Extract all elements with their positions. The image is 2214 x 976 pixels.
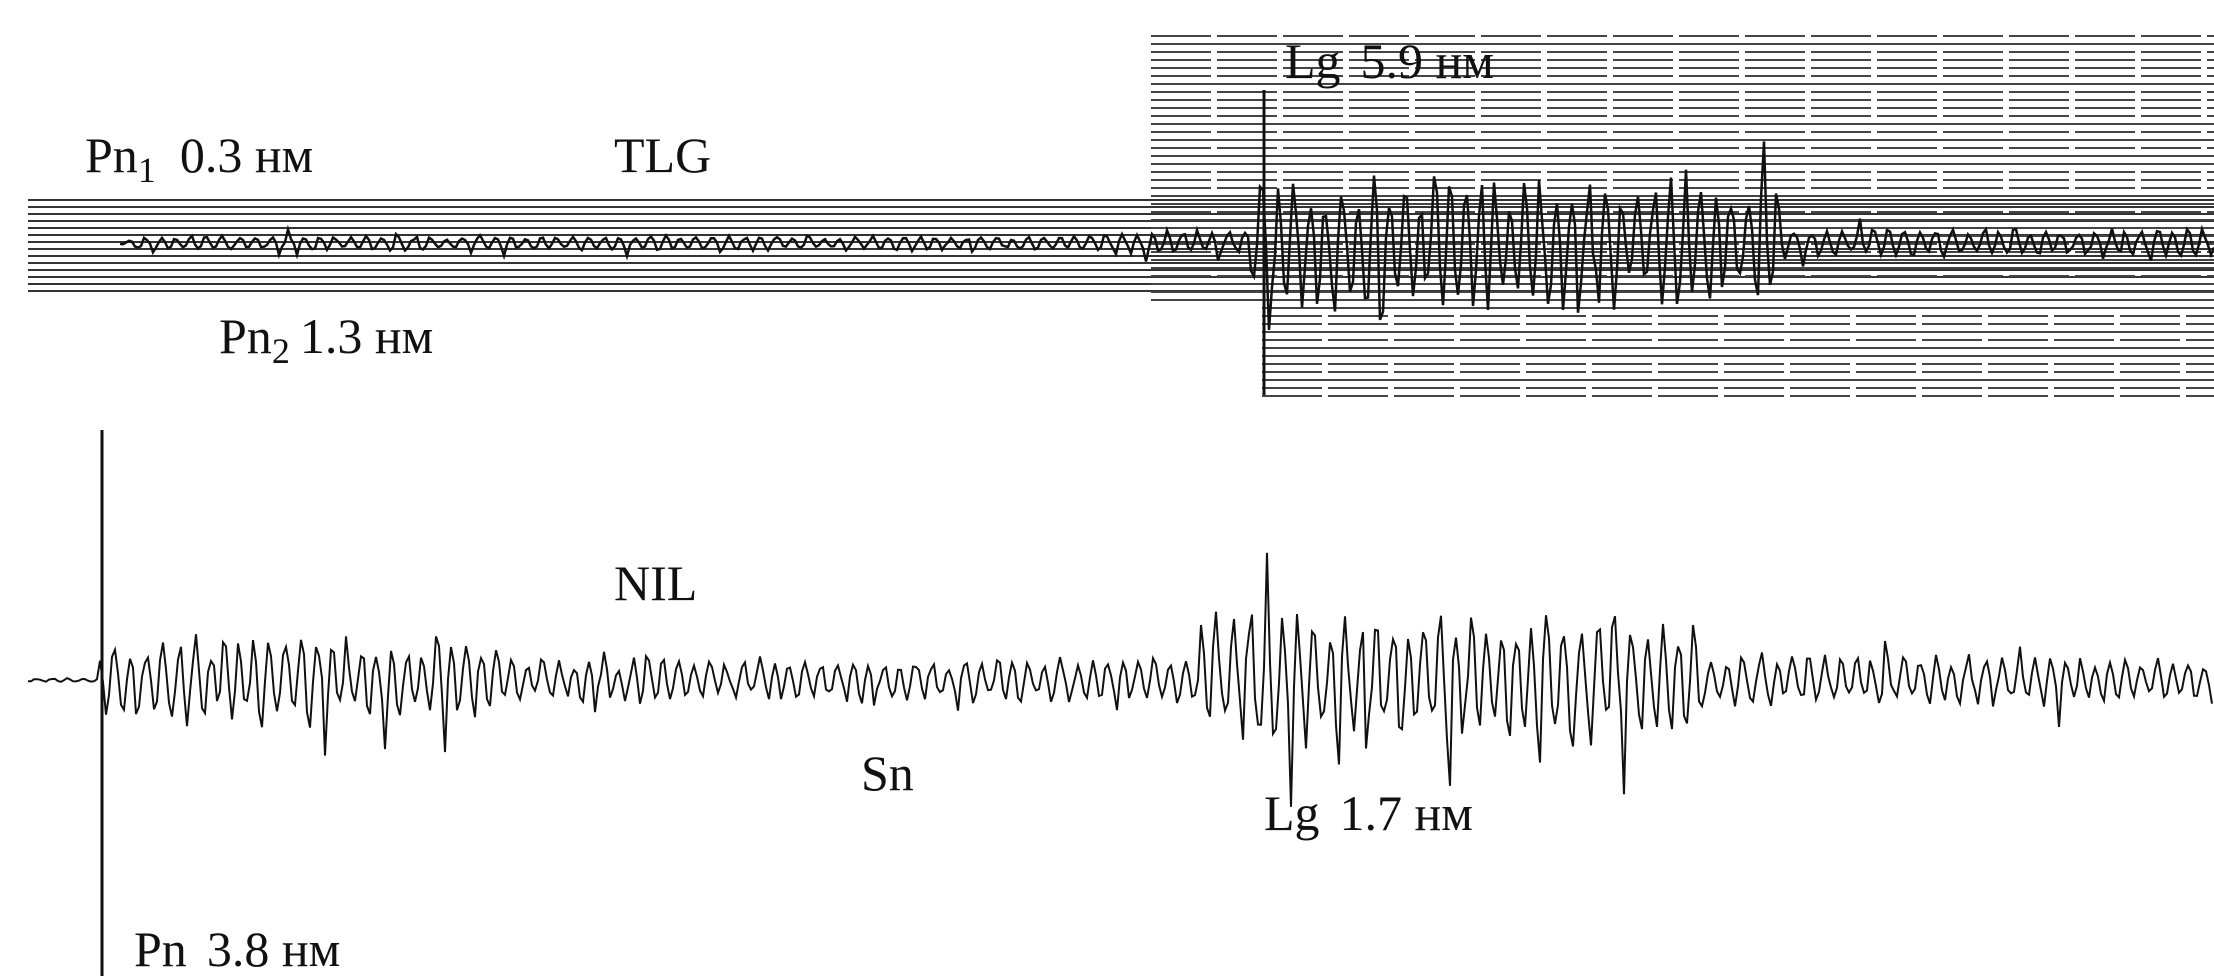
phase: Lg	[1264, 785, 1320, 841]
station-label: TLG	[614, 127, 711, 183]
amplitude: 5.9 нм	[1361, 33, 1494, 89]
pn1-label: Pn1 0.3 нм	[85, 127, 313, 190]
nil-waveform	[28, 553, 2212, 807]
pn-label: Pn 3.8 нм	[134, 921, 340, 976]
lg-bottom-label: Lg 1.7 нм	[1264, 785, 1473, 841]
amplitude: 0.3 нм	[180, 127, 313, 183]
phase: Lg	[1285, 33, 1341, 89]
subscript: 1	[138, 150, 156, 190]
subscript: 2	[272, 331, 290, 371]
lg-top-label: Lg 5.9 нм	[1285, 33, 1494, 89]
phase: Pn	[85, 127, 138, 183]
figure: Pn10.3 нм TLG Lg5.9 нм Pn21.3 нм NIL Sn …	[0, 0, 2214, 976]
station-label: NIL	[614, 555, 697, 611]
phase: Pn	[219, 308, 272, 364]
amplitude: 1.7 нм	[1340, 785, 1473, 841]
page: {"labels": { "pn1": {"phase": "Pn", "sub…	[0, 0, 2214, 976]
amplitude: 3.8 нм	[207, 921, 340, 976]
sn-label: Sn	[861, 745, 914, 801]
amplitude: 1.3 нм	[300, 308, 433, 364]
phase: Pn	[134, 921, 187, 976]
